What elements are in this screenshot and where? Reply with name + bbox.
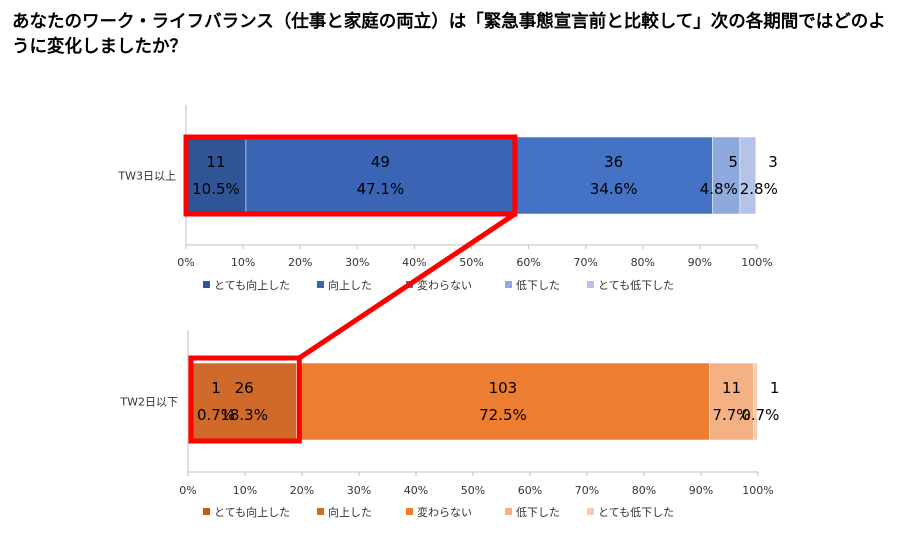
data-label-percent: 0.7% [741,406,779,424]
data-label-percent: 7.7% [712,406,750,424]
legend-swatch [587,508,594,515]
legend-swatch [505,508,512,515]
x-tick-label: 20% [290,484,314,497]
data-label-count: 11 [206,153,225,171]
x-tick-label: 10% [233,484,257,497]
highlight-box-top [183,134,518,217]
legend-swatch [203,281,210,288]
bar-segment [245,136,516,215]
legend-swatch [317,508,324,515]
legend-swatch [587,281,594,288]
bar-segment [191,362,297,441]
legend-swatch [317,281,324,288]
bar-segment [296,362,710,441]
data-label-percent: 2.8% [740,180,778,198]
x-tick-label: 70% [575,484,599,497]
data-label-count: 36 [604,153,623,171]
x-tick-label: 20% [288,256,312,269]
legend-swatch [505,281,512,288]
data-label-percent: 0.7% [197,406,235,424]
data-label-count: 103 [489,379,518,397]
legend-label: 変わらない [417,278,472,292]
x-tick-label: 0% [179,484,196,497]
x-tick-label: 30% [347,484,371,497]
legend-label: とても低下した [598,279,674,292]
data-label-count: 1 [770,379,780,397]
x-tick-label: 80% [632,484,656,497]
legend-swatch [406,508,413,515]
bar-segment [712,136,741,215]
data-label-percent: 18.3% [220,406,268,424]
x-tick-label: 40% [404,484,428,497]
legend-label: 低下した [516,279,560,292]
bar-segment [185,136,247,215]
data-label-percent: 47.1% [357,180,405,198]
x-tick-label: 100% [741,256,772,269]
data-label-percent: 10.5% [192,180,240,198]
x-tick-label: 60% [516,256,540,269]
legend-label: 変わらない [417,505,472,519]
highlight-box-bottom [188,355,302,444]
bar-segment [753,362,758,441]
x-tick-label: 70% [573,256,597,269]
x-tick-label: 0% [177,256,194,269]
legend-label: 低下した [516,506,560,519]
x-tick-label: 80% [631,256,655,269]
highlight-connector [297,211,517,361]
x-tick-label: 60% [518,484,542,497]
data-label-count: 5 [728,153,738,171]
x-tick-label: 90% [688,256,712,269]
x-tick-label: 30% [345,256,369,269]
legend-label: とても向上した [214,505,290,519]
bar-segment [709,362,754,441]
bar-segment [514,136,713,215]
data-label-count: 26 [235,379,254,397]
legend-label: 向上した [328,505,372,519]
bar-segment [739,136,757,215]
x-tick-label: 50% [461,484,485,497]
legend-label: とても低下した [598,506,674,519]
data-label-count: 1 [211,379,221,397]
data-label-count: 3 [768,153,778,171]
chart-title: あなたのワーク・ライフバランス（仕事と家庭の両立）は「緊急事態宣言前と比較して」… [12,12,886,57]
data-label-count: 11 [722,379,741,397]
legend-label: とても向上した [214,278,290,292]
x-tick-label: 100% [742,484,773,497]
legend-swatch [203,508,210,515]
x-tick-label: 90% [689,484,713,497]
legend-label: 向上した [328,278,372,292]
x-tick-label: 50% [459,256,483,269]
x-tick-label: 10% [231,256,255,269]
data-label-percent: 34.6% [590,180,638,198]
category-label: TW2日以下 [119,396,178,409]
category-label: TW3日以上 [117,170,176,183]
data-label-percent: 72.5% [479,406,527,424]
data-label-count: 49 [371,153,390,171]
x-tick-label: 40% [402,256,426,269]
data-label-percent: 4.8% [700,180,738,198]
